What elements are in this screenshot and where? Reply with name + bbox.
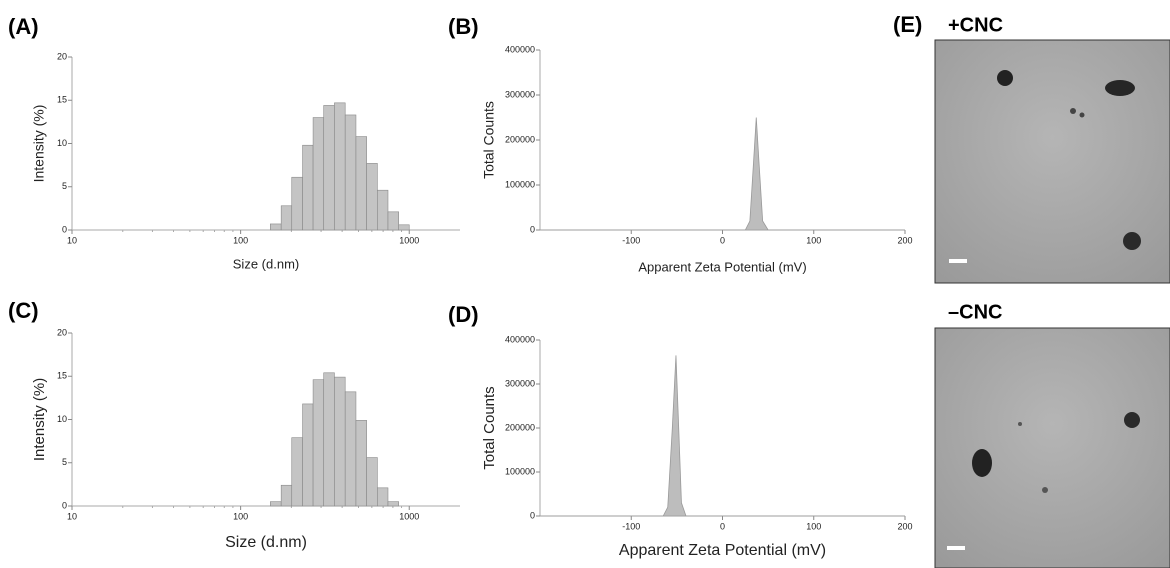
y-tick-label: 0 (530, 224, 535, 234)
bar (377, 189, 389, 231)
bar (366, 163, 378, 231)
y-axis-title: Intensity (%) (31, 378, 48, 461)
bar (302, 403, 314, 507)
bar (291, 176, 303, 231)
bar (323, 105, 335, 231)
bar (334, 102, 346, 231)
image-label: –CNC (948, 301, 1002, 323)
y-tick-label: 0 (530, 510, 535, 520)
x-tick-label: 1000 (399, 235, 419, 245)
x-tick-label: 200 (897, 235, 912, 245)
bar (280, 205, 293, 231)
panel-label: (C) (8, 298, 39, 323)
x-tick-label: 1000 (399, 511, 419, 521)
bar (387, 501, 400, 507)
x-tick-label: 0 (720, 235, 725, 245)
y-tick-label: 200000 (505, 134, 535, 144)
y-tick-label: 20 (57, 327, 67, 337)
panel-label: (D) (448, 302, 479, 327)
y-tick-label: 10 (57, 138, 67, 148)
x-tick-label: 100 (806, 235, 821, 245)
y-tick-label: 0 (62, 224, 67, 234)
bar (280, 484, 293, 507)
bar (387, 211, 400, 231)
y-axis-title: Total Counts (481, 386, 498, 469)
y-axis-title: Total Counts (481, 101, 497, 179)
panel-label: (A) (8, 14, 39, 39)
bar (344, 391, 357, 507)
y-tick-label: 300000 (505, 89, 535, 99)
bar (270, 223, 282, 231)
bar (334, 376, 346, 507)
x-tick-label: 10 (67, 235, 77, 245)
bar (344, 114, 357, 231)
bar (312, 117, 325, 231)
y-axis-title: Intensity (%) (31, 105, 47, 183)
y-tick-label: 300000 (505, 378, 535, 388)
x-axis-title: Size (d.nm) (233, 256, 299, 271)
y-tick-label: 0 (62, 500, 67, 510)
image-label: +CNC (948, 14, 1003, 36)
y-tick-label: 10 (57, 414, 67, 424)
bar (366, 457, 378, 507)
panel-label: (B) (448, 14, 479, 39)
bar (270, 501, 282, 507)
y-tick-label: 200000 (505, 422, 535, 432)
bar (377, 487, 389, 507)
y-tick-label: 100000 (505, 466, 535, 476)
x-tick-label: 200 (897, 521, 912, 531)
x-tick-label: 10 (67, 511, 77, 521)
bar (355, 136, 367, 231)
area (540, 355, 905, 517)
x-axis-title: Apparent Zeta Potential (mV) (619, 542, 826, 559)
bar (398, 224, 410, 231)
y-tick-label: 15 (57, 95, 67, 105)
bar (355, 420, 367, 507)
micrograph (934, 39, 1170, 284)
bar (291, 437, 303, 507)
panel-label: (E) (893, 12, 922, 37)
y-tick-label: 100000 (505, 179, 535, 189)
x-axis-title: Size (d.nm) (225, 534, 307, 551)
y-tick-label: 400000 (505, 44, 535, 54)
x-tick-label: -100 (622, 235, 640, 245)
y-tick-label: 5 (62, 181, 67, 191)
x-tick-label: 100 (806, 521, 821, 531)
bar (302, 144, 314, 231)
y-tick-label: 15 (57, 371, 67, 381)
bar (323, 372, 335, 507)
x-tick-label: 100 (233, 235, 248, 245)
x-tick-label: -100 (622, 521, 640, 531)
y-tick-label: 20 (57, 51, 67, 61)
micrograph (934, 327, 1170, 568)
y-tick-label: 400000 (505, 334, 535, 344)
area (540, 117, 905, 231)
y-tick-label: 5 (62, 457, 67, 467)
x-tick-label: 0 (720, 521, 725, 531)
bar (312, 379, 325, 507)
x-axis-title: Apparent Zeta Potential (mV) (638, 259, 806, 274)
x-tick-label: 100 (233, 511, 248, 521)
